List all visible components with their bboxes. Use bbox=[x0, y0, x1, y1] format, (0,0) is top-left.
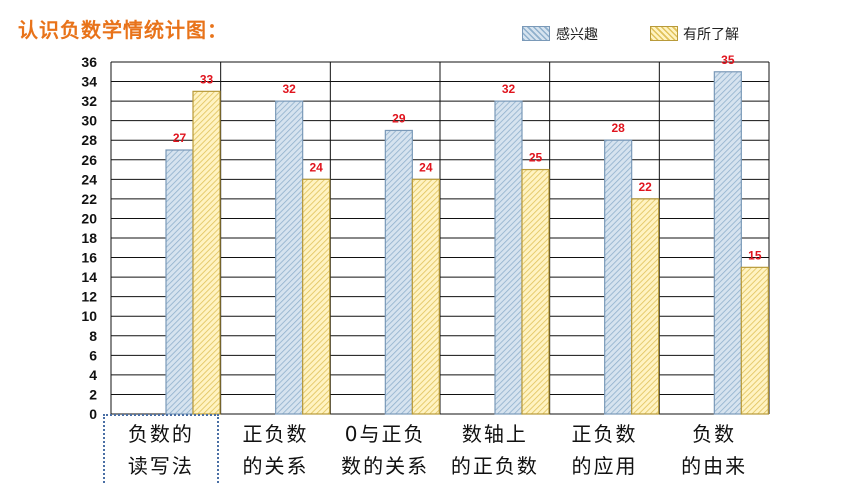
data-label: 33 bbox=[200, 72, 214, 86]
y-tick-label: 32 bbox=[81, 93, 97, 109]
data-label: 29 bbox=[392, 111, 406, 125]
x-tick-label-line: 的正负数 bbox=[450, 454, 539, 478]
bar-series-2 bbox=[192, 90, 221, 415]
y-tick-label: 26 bbox=[81, 152, 97, 168]
y-tick-label: 18 bbox=[81, 230, 97, 246]
y-tick-label: 20 bbox=[81, 210, 97, 226]
data-label: 32 bbox=[282, 82, 296, 96]
x-tick-label: 正负数 的关系 bbox=[222, 418, 330, 482]
x-tick-label-line: 正负数 bbox=[242, 422, 309, 446]
data-label: 28 bbox=[611, 121, 625, 135]
x-tick-label-line: 读写法 bbox=[127, 454, 194, 478]
data-label: 27 bbox=[173, 131, 187, 145]
x-tick-label-line: 的由来 bbox=[681, 454, 748, 478]
x-tick-label: 数轴上 的正负数 bbox=[441, 418, 549, 482]
x-tick-label-line: 的应用 bbox=[571, 454, 638, 478]
y-tick-label: 14 bbox=[81, 269, 97, 285]
bar-series-2 bbox=[631, 198, 660, 415]
x-tick-label-line: 数的关系 bbox=[341, 454, 430, 478]
bar-series-1 bbox=[713, 71, 742, 415]
data-label: 15 bbox=[748, 248, 762, 262]
y-tick-label: 34 bbox=[81, 74, 97, 90]
data-label: 32 bbox=[502, 82, 516, 96]
legend-swatch-series-2 bbox=[650, 26, 678, 41]
y-tick-label: 6 bbox=[89, 347, 97, 363]
legend-swatch-series-1 bbox=[522, 26, 550, 41]
bar-series-2 bbox=[302, 178, 331, 415]
y-tick-label: 8 bbox=[89, 328, 97, 344]
bar-series-1 bbox=[165, 149, 194, 415]
y-tick-label: 0 bbox=[89, 406, 97, 422]
x-tick-label: 负数的 读写法 bbox=[102, 414, 219, 484]
bar-series-1 bbox=[494, 100, 523, 415]
y-tick-label: 30 bbox=[81, 113, 97, 129]
data-label: 24 bbox=[419, 160, 433, 174]
bar-series-2 bbox=[521, 168, 550, 415]
x-tick-label-line: 负数的 bbox=[127, 422, 194, 446]
y-tick-label: 36 bbox=[81, 54, 97, 70]
x-tick-label-line: 的关系 bbox=[242, 454, 309, 478]
bar-series-1 bbox=[384, 129, 413, 415]
data-label: 22 bbox=[638, 180, 652, 194]
bar-series-2 bbox=[740, 266, 769, 415]
bar-series-1 bbox=[604, 139, 633, 415]
data-label: 25 bbox=[529, 151, 543, 165]
bar-series-1 bbox=[275, 100, 304, 415]
y-tick-label: 2 bbox=[89, 386, 97, 402]
x-tick-label: 负数 的由来 bbox=[660, 418, 768, 482]
x-tick-label: 正负数 的应用 bbox=[551, 418, 659, 482]
y-tick-label: 22 bbox=[81, 191, 97, 207]
x-tick-label-line: 负数 bbox=[692, 422, 737, 446]
x-tick-label: 0与正负数的关系 bbox=[331, 418, 439, 482]
data-label: 35 bbox=[721, 53, 735, 67]
bar-series-2 bbox=[411, 178, 440, 415]
x-tick-label-line: 数轴上 bbox=[461, 422, 528, 446]
y-tick-label: 28 bbox=[81, 132, 97, 148]
y-tick-label: 16 bbox=[81, 250, 97, 266]
x-tick-label-line: 正负数 bbox=[571, 422, 638, 446]
legend-label-series-1: 感兴趣 bbox=[556, 27, 598, 43]
y-tick-label: 10 bbox=[81, 308, 97, 324]
legend-label-series-2: 有所了解 bbox=[683, 27, 739, 43]
y-tick-label: 24 bbox=[81, 171, 97, 187]
chart-title: 认识负数学情统计图： bbox=[18, 18, 228, 42]
y-tick-label: 12 bbox=[81, 289, 97, 305]
y-tick-label: 4 bbox=[89, 367, 97, 383]
x-tick-label-line: 0与正负 bbox=[344, 422, 426, 446]
data-label: 24 bbox=[309, 160, 323, 174]
